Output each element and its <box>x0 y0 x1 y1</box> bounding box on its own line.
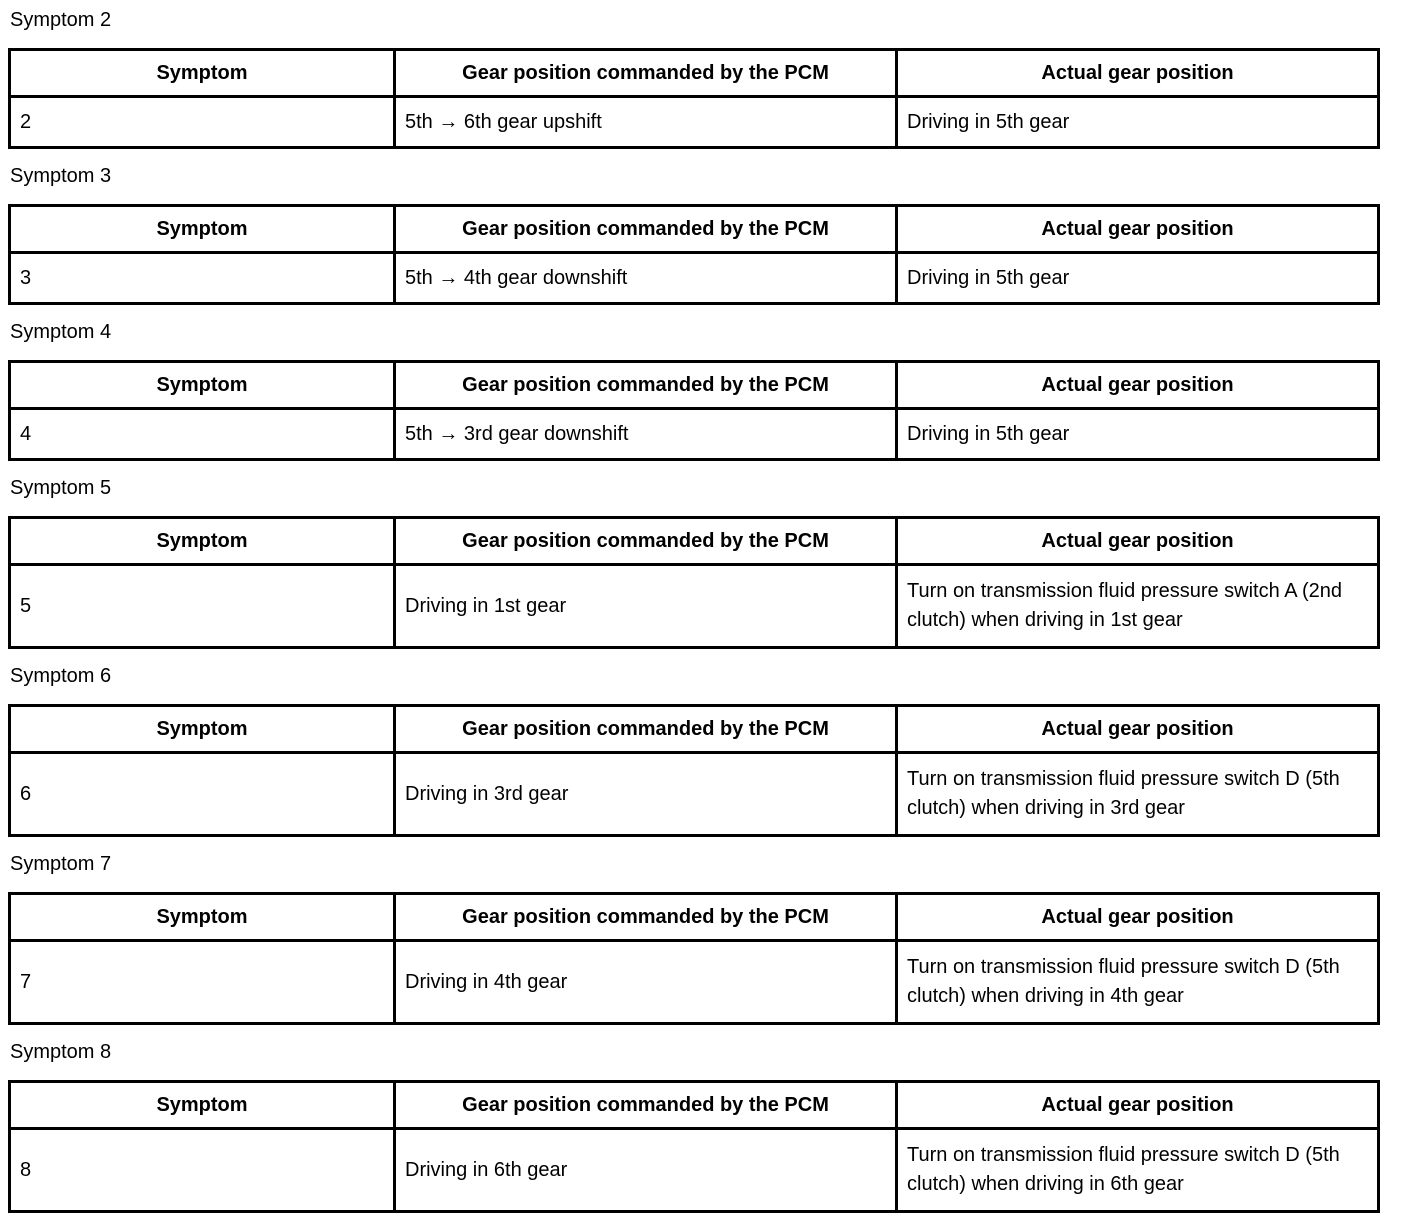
column-header-symptom: Symptom <box>8 48 396 98</box>
column-header-actual-gear: Actual gear position <box>895 516 1380 566</box>
symptom-section-7: Symptom 7 Symptom Gear position commande… <box>8 852 1380 1025</box>
symptom-number-cell: 7 <box>8 939 396 1025</box>
actual-gear-cell: Turn on transmission fluid pressure swit… <box>895 751 1380 837</box>
section-label: Symptom 5 <box>10 477 112 499</box>
actual-gear-cell: Turn on transmission fluid pressure swit… <box>895 939 1380 1025</box>
symptom-table: Symptom Gear position commanded by the P… <box>8 204 1380 305</box>
symptom-table: Symptom Gear position commanded by the P… <box>8 892 1380 1025</box>
table-header-row: Symptom Gear position commanded by the P… <box>8 48 1380 98</box>
commanded-gear-cell: 5th → 6th gear upshift <box>393 95 898 149</box>
column-header-commanded-gear: Gear position commanded by the PCM <box>393 704 898 754</box>
section-label: Symptom 8 <box>10 1041 112 1063</box>
column-header-symptom: Symptom <box>8 892 396 942</box>
symptom-number-cell: 3 <box>8 251 396 305</box>
symptom-table: Symptom Gear position commanded by the P… <box>8 704 1380 837</box>
column-header-commanded-gear: Gear position commanded by the PCM <box>393 204 898 254</box>
table-header-row: Symptom Gear position commanded by the P… <box>8 204 1380 254</box>
symptom-section-2: Symptom 2 Symptom Gear position commande… <box>8 8 1380 149</box>
table-header-row: Symptom Gear position commanded by the P… <box>8 516 1380 566</box>
symptom-table: Symptom Gear position commanded by the P… <box>8 48 1380 149</box>
column-header-actual-gear: Actual gear position <box>895 1080 1380 1130</box>
symptom-section-6: Symptom 6 Symptom Gear position commande… <box>8 664 1380 837</box>
column-header-symptom: Symptom <box>8 516 396 566</box>
column-header-actual-gear: Actual gear position <box>895 704 1380 754</box>
column-header-symptom: Symptom <box>8 360 396 410</box>
symptom-number-cell: 2 <box>8 95 396 149</box>
column-header-actual-gear: Actual gear position <box>895 892 1380 942</box>
table-header-row: Symptom Gear position commanded by the P… <box>8 360 1380 410</box>
column-header-commanded-gear: Gear position commanded by the PCM <box>393 360 898 410</box>
symptom-section-3: Symptom 3 Symptom Gear position commande… <box>8 164 1380 305</box>
symptom-section-4: Symptom 4 Symptom Gear position commande… <box>8 320 1380 461</box>
commanded-gear-cell: 5th → 3rd gear downshift <box>393 407 898 461</box>
table-row: 6 Driving in 3rd gear Turn on transmissi… <box>8 751 1380 837</box>
symptom-number-cell: 6 <box>8 751 396 837</box>
actual-gear-cell: Driving in 5th gear <box>895 95 1380 149</box>
section-label: Symptom 3 <box>10 165 112 187</box>
actual-gear-cell: Turn on transmission fluid pressure swit… <box>895 1127 1380 1213</box>
table-header-row: Symptom Gear position commanded by the P… <box>8 892 1380 942</box>
document-page: Symptom 2 Symptom Gear position commande… <box>8 0 1380 1213</box>
actual-gear-cell: Driving in 5th gear <box>895 407 1380 461</box>
section-label: Symptom 6 <box>10 665 112 687</box>
symptom-table: Symptom Gear position commanded by the P… <box>8 1080 1380 1213</box>
table-row: 3 5th → 4th gear downshift Driving in 5t… <box>8 251 1380 305</box>
table-row: 7 Driving in 4th gear Turn on transmissi… <box>8 939 1380 1025</box>
actual-gear-cell: Driving in 5th gear <box>895 251 1380 305</box>
table-row: 2 5th → 6th gear upshift Driving in 5th … <box>8 95 1380 149</box>
column-header-commanded-gear: Gear position commanded by the PCM <box>393 892 898 942</box>
commanded-gear-cell: Driving in 1st gear <box>393 563 898 649</box>
column-header-actual-gear: Actual gear position <box>895 204 1380 254</box>
table-row: 8 Driving in 6th gear Turn on transmissi… <box>8 1127 1380 1213</box>
symptom-table: Symptom Gear position commanded by the P… <box>8 360 1380 461</box>
column-header-actual-gear: Actual gear position <box>895 48 1380 98</box>
symptom-table: Symptom Gear position commanded by the P… <box>8 516 1380 649</box>
commanded-gear-cell: Driving in 6th gear <box>393 1127 898 1213</box>
column-header-symptom: Symptom <box>8 704 396 754</box>
symptom-section-8: Symptom 8 Symptom Gear position commande… <box>8 1040 1380 1213</box>
symptom-section-5: Symptom 5 Symptom Gear position commande… <box>8 476 1380 649</box>
section-label: Symptom 4 <box>10 321 112 343</box>
column-header-commanded-gear: Gear position commanded by the PCM <box>393 1080 898 1130</box>
symptom-number-cell: 8 <box>8 1127 396 1213</box>
commanded-gear-cell: Driving in 3rd gear <box>393 751 898 837</box>
column-header-actual-gear: Actual gear position <box>895 360 1380 410</box>
table-row: 4 5th → 3rd gear downshift Driving in 5t… <box>8 407 1380 461</box>
table-header-row: Symptom Gear position commanded by the P… <box>8 1080 1380 1130</box>
commanded-gear-cell: Driving in 4th gear <box>393 939 898 1025</box>
table-row: 5 Driving in 1st gear Turn on transmissi… <box>8 563 1380 649</box>
table-header-row: Symptom Gear position commanded by the P… <box>8 704 1380 754</box>
section-label: Symptom 7 <box>10 853 112 875</box>
symptom-number-cell: 4 <box>8 407 396 461</box>
column-header-commanded-gear: Gear position commanded by the PCM <box>393 516 898 566</box>
symptom-number-cell: 5 <box>8 563 396 649</box>
column-header-symptom: Symptom <box>8 204 396 254</box>
actual-gear-cell: Turn on transmission fluid pressure swit… <box>895 563 1380 649</box>
section-label: Symptom 2 <box>10 9 112 31</box>
column-header-commanded-gear: Gear position commanded by the PCM <box>393 48 898 98</box>
commanded-gear-cell: 5th → 4th gear downshift <box>393 251 898 305</box>
column-header-symptom: Symptom <box>8 1080 396 1130</box>
